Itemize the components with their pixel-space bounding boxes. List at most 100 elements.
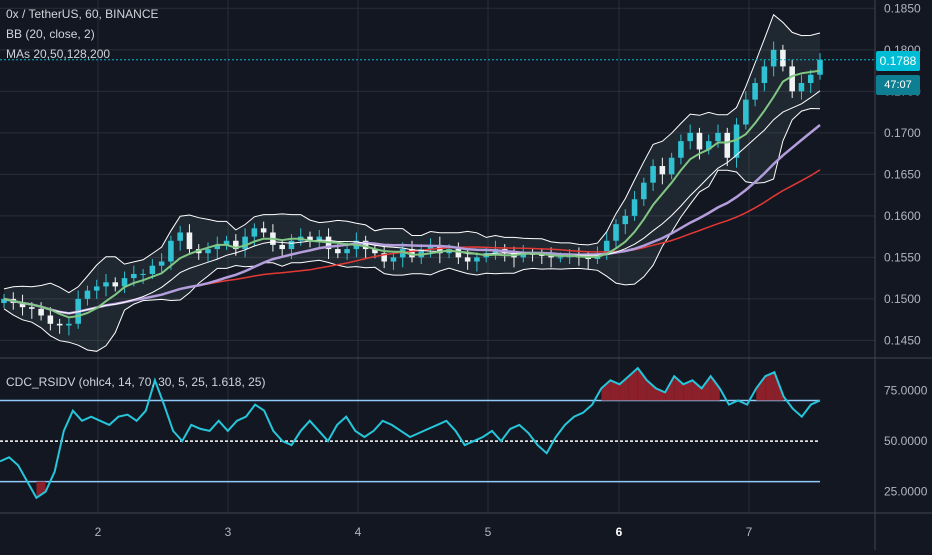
candle-body (650, 166, 656, 183)
candle-body (93, 286, 100, 291)
candle-body (780, 49, 786, 67)
indicator-tick-label: 75.0000 (884, 383, 928, 397)
rsi-overbought-fill (756, 376, 766, 401)
candle-body (613, 224, 619, 241)
candle-body (140, 273, 146, 275)
rsi-line (0, 366, 821, 500)
candle-body (177, 232, 183, 241)
rsi-oversold-fill (36, 481, 46, 498)
candle-body (724, 132, 731, 158)
candle-body (789, 66, 795, 92)
price-tick-label: 0.1500 (884, 292, 921, 306)
candle-body (84, 290, 91, 299)
time-tick-label: 4 (355, 525, 362, 539)
candle-body (121, 278, 128, 287)
rsi-overbought-fill (710, 376, 720, 401)
candle-body (307, 236, 313, 241)
rsi-overbought-fill (610, 380, 620, 401)
candle-body (474, 257, 480, 262)
candle-body (38, 308, 44, 316)
candle-body (56, 323, 63, 326)
candle-body (242, 236, 248, 250)
legend: 0x / TetherUS, 60, BINANCE BB (20, close… (6, 4, 159, 64)
candle-body (47, 315, 54, 324)
indicator-label[interactable]: CDC_RSIDV (ohlc4, 14, 70, 30, 5, 25, 1.6… (6, 375, 266, 389)
candle-body (622, 215, 629, 225)
candle-body (223, 240, 230, 245)
bb-label[interactable]: BB (20, close, 2) (6, 27, 95, 41)
candle-body (752, 83, 758, 100)
candle-body (464, 257, 471, 262)
candle-body (103, 282, 109, 287)
rsi-overbought-fill (765, 372, 775, 401)
candle-body (251, 228, 258, 237)
ma-label[interactable]: MAs 20,50,128,200 (6, 47, 111, 61)
candle-body (585, 257, 591, 260)
time-tick-label: 2 (95, 525, 102, 539)
candle-body (668, 157, 675, 175)
candle-body (807, 74, 814, 84)
candle-body (335, 249, 341, 254)
time-tick-label: 3 (225, 525, 232, 539)
candle-body (344, 249, 350, 254)
candle-body (455, 249, 462, 258)
ma20-line (3, 69, 821, 319)
candle-body (66, 323, 72, 326)
candle-body (381, 253, 387, 262)
candle-body (418, 249, 425, 258)
ma128-line (3, 124, 821, 315)
candle-body (205, 249, 211, 254)
candle-body (29, 307, 35, 309)
candle-body (548, 255, 554, 258)
bb-lower-line (3, 107, 821, 352)
rsi-overbought-fill (646, 380, 656, 401)
candle-body (557, 257, 564, 259)
price-tick-label: 0.1600 (884, 209, 921, 223)
rsi-overbought-fill (601, 380, 611, 401)
rsi-overbought-fill (674, 376, 684, 401)
candle-body (715, 132, 721, 142)
rsi-overbought-fill (701, 376, 711, 401)
candle-body (798, 83, 805, 92)
candle-body (817, 59, 823, 75)
rsi-overbought-fill (637, 368, 647, 401)
bb-upper-line (3, 13, 821, 294)
price-tick-label: 0.1700 (884, 126, 921, 140)
time-tick-label: 6 (616, 525, 623, 539)
price-tick-label: 0.1450 (884, 333, 921, 347)
candle-body (149, 265, 156, 274)
rsi-overbought-fill (683, 380, 693, 401)
countdown-tag: 47:07 (876, 75, 920, 95)
ma50-line (3, 90, 821, 314)
rsi-overbought-fill (619, 376, 629, 401)
candle-body (214, 244, 221, 250)
chart-title[interactable]: 0x / TetherUS, 60, BINANCE (6, 7, 159, 21)
candle-body (158, 261, 165, 266)
candle-body (112, 282, 119, 287)
candle-body (131, 273, 137, 279)
candle-body (316, 236, 323, 241)
rsi-overbought-fill (692, 380, 702, 401)
candle-body (409, 249, 415, 258)
candle-body (19, 303, 26, 308)
candle-body (539, 254, 545, 256)
candle-body (631, 199, 638, 216)
candle-body (770, 49, 777, 67)
candle-body (733, 124, 740, 158)
rsi-overbought-fill (665, 376, 675, 401)
candle-body (168, 240, 174, 262)
candle-body (743, 99, 749, 125)
candle-body (678, 141, 684, 158)
candle-body (288, 240, 295, 250)
candle-body (372, 249, 378, 254)
candle-body (696, 132, 703, 150)
price-tick-label: 0.1850 (884, 1, 921, 15)
indicator-tick-label: 50.0000 (884, 434, 928, 448)
candle-body (659, 166, 666, 175)
time-tick-label: 5 (485, 525, 492, 539)
candle-body (520, 253, 527, 258)
price-tick-label: 0.1650 (884, 167, 921, 181)
candle-body (186, 232, 193, 250)
indicator-tick-label: 25.0000 (884, 485, 928, 499)
